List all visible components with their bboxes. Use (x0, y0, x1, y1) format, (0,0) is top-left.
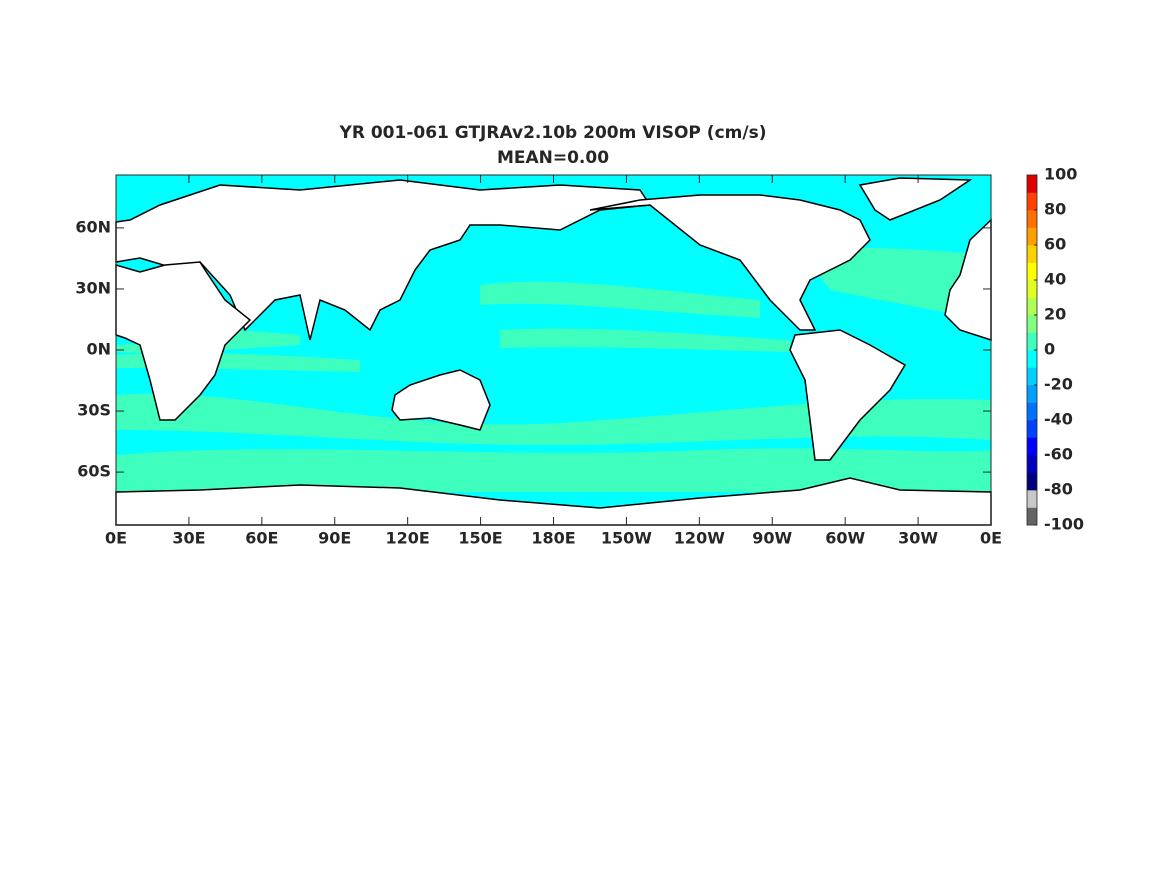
map-subtitle: MEAN=0.00 (497, 148, 609, 168)
colorbar-segment (1027, 385, 1037, 403)
land (115, 261, 252, 421)
colorbar-segment (1027, 455, 1037, 473)
colorbar-tick-label: -100 (1044, 515, 1084, 534)
colorbar-segment (1027, 280, 1037, 298)
colorbar-segment (1027, 297, 1037, 316)
colorbar-tick-label: 60 (1044, 235, 1066, 254)
colorbar-segment (1027, 350, 1037, 368)
colorbar-tick-label: -20 (1044, 375, 1073, 394)
x-tick-label: 150W (601, 529, 652, 548)
colorbar-segment (1027, 175, 1037, 193)
y-tick-label: 30N (75, 278, 111, 297)
x-tick-label: 90W (752, 529, 792, 548)
colorbar-tick-label: 0 (1044, 340, 1055, 359)
colorbar-segment (1027, 210, 1037, 228)
land (589, 194, 871, 331)
map-field (115, 175, 992, 526)
colorbar-tick-label: 100 (1044, 165, 1077, 184)
x-tick-label: 150E (458, 529, 502, 548)
colorbar-segment (1027, 262, 1037, 281)
x-tick-label: 120W (674, 529, 725, 548)
colorbar-segment (1027, 437, 1037, 456)
colorbar-tick-label: 20 (1044, 305, 1066, 324)
x-tick-label: 60E (245, 529, 278, 548)
colorbar-segment (1027, 367, 1037, 386)
y-tick-label: 60N (75, 217, 111, 236)
land (115, 179, 652, 341)
ocean-band (800, 247, 991, 320)
y-tick-label: 30S (77, 401, 111, 420)
land (944, 218, 992, 342)
ocean-band (500, 328, 790, 352)
colorbar-segment (1027, 245, 1037, 263)
ocean-band (116, 448, 991, 492)
colorbar-segment (1027, 192, 1037, 211)
land (391, 369, 491, 431)
colorbar-tick-label: 40 (1044, 270, 1066, 289)
x-tick-label: 120E (386, 529, 430, 548)
colorbar-segment (1027, 420, 1037, 438)
x-tick-label: 0E (105, 529, 127, 548)
colorbar-tick-label: -60 (1044, 445, 1073, 464)
colorbar-segment (1027, 315, 1037, 333)
y-tick-label: 0N (86, 340, 111, 359)
ocean-band (116, 393, 991, 445)
x-tick-label: 180E (531, 529, 575, 548)
x-tick-label: 60W (825, 529, 865, 548)
colorbar-segment (1027, 507, 1037, 526)
colorbar-segment (1027, 490, 1037, 508)
colorbar-tick-label: -40 (1044, 410, 1073, 429)
colorbar-tick-label: -80 (1044, 480, 1073, 499)
land (789, 329, 907, 461)
colorbar-segment (1027, 472, 1037, 491)
colorbar-segment (1027, 402, 1037, 421)
colorbar-segment (1027, 332, 1037, 351)
map-title: YR 001-061 GTJRAv2.10b 200m VISOP (cm/s) (339, 123, 767, 143)
y-tick-label: 60S (77, 462, 111, 481)
x-tick-label: 90E (318, 529, 351, 548)
land (858, 177, 973, 221)
x-tick-label: 0E (980, 529, 1002, 548)
x-tick-label: 30W (898, 529, 938, 548)
x-tick-label: 30E (172, 529, 205, 548)
colorbar-segment (1027, 227, 1037, 246)
ocean-band (480, 281, 760, 318)
colorbar-tick-label: 80 (1044, 200, 1066, 219)
